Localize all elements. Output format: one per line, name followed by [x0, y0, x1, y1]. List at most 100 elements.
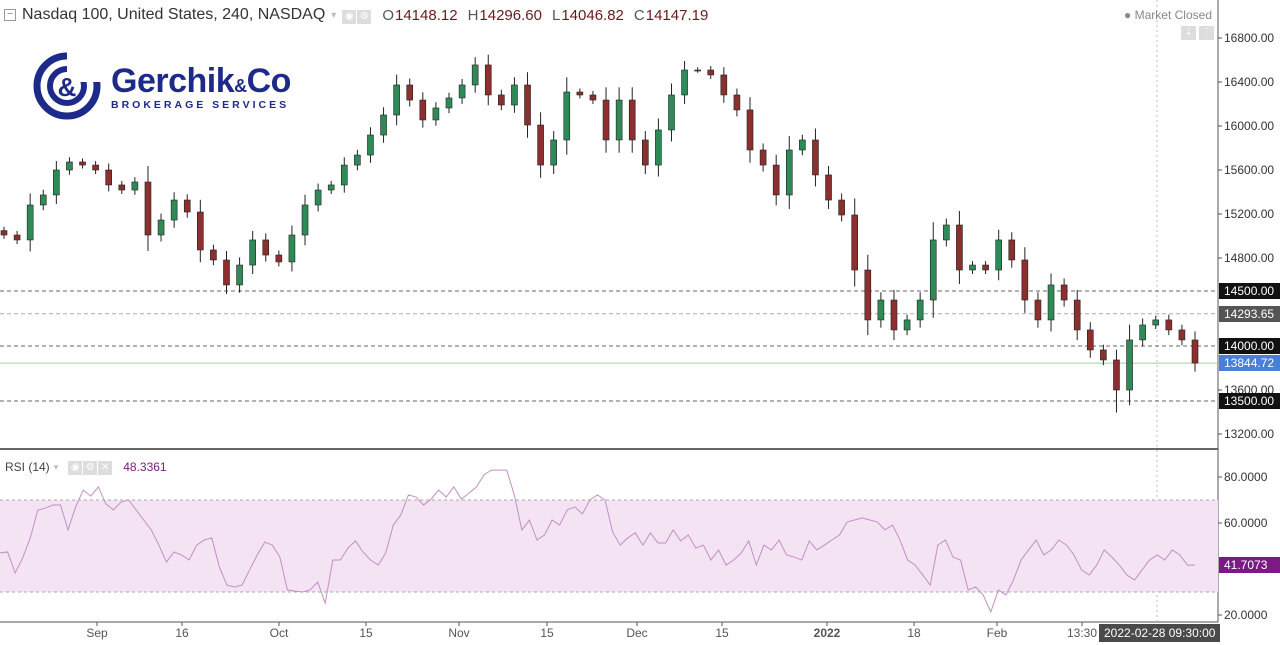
candle-up	[380, 114, 387, 136]
gear-icon[interactable]: ⚙	[83, 461, 98, 475]
candle-down	[1021, 259, 1029, 301]
rsi-line	[0, 469, 1195, 614]
candle-up	[785, 149, 793, 196]
candle-down	[183, 199, 191, 213]
candle-down	[1165, 319, 1173, 331]
ohlc-close: C14147.19	[633, 6, 709, 24]
rsi-last-value: 41.7073	[1219, 557, 1280, 574]
candle-down	[982, 264, 989, 271]
eye-icon[interactable]: ◉	[68, 461, 83, 475]
candle-up	[301, 204, 309, 236]
candle-down	[746, 109, 754, 151]
candle-up	[668, 94, 675, 131]
candle-down	[759, 149, 767, 166]
candle-up	[550, 139, 557, 166]
candle-up	[157, 219, 165, 236]
dropdown-icon[interactable]: ▾	[331, 9, 337, 21]
time-label: Oct	[269, 626, 289, 640]
candle-up	[471, 64, 479, 86]
candle-up	[432, 107, 440, 121]
candle-down	[1073, 299, 1081, 331]
candle-up	[170, 199, 178, 221]
candle-down	[1060, 284, 1068, 301]
candle-down	[956, 224, 963, 271]
time-label: Feb	[986, 626, 1008, 640]
price-level-label: 13500.00	[1219, 393, 1280, 409]
candle-down	[812, 139, 819, 176]
symbol-title[interactable]: Nasdaq 100, United States, 240, NASDAQ	[22, 6, 326, 23]
candle-up	[288, 234, 296, 263]
rsi-header: RSI (14) ▾ ◉ ⚙ ✕ 48.3361	[5, 459, 167, 475]
ohlc-high: H14296.60	[467, 6, 542, 24]
candle-down	[223, 259, 230, 286]
symbol-header: − Nasdaq 100, United States, 240, NASDAQ…	[4, 6, 708, 24]
candle-up	[903, 319, 911, 331]
candle-down	[406, 84, 414, 101]
candle-up	[367, 134, 374, 156]
rsi-hover-value: 48.3361	[123, 460, 167, 474]
candle-down	[851, 214, 859, 271]
candle-down	[576, 91, 584, 96]
candle-up	[681, 69, 688, 96]
time-label: 15	[359, 626, 373, 640]
price-level-label: 14000.00	[1219, 338, 1280, 354]
eye-icon[interactable]: ◉	[342, 10, 357, 24]
candle-up	[655, 129, 662, 166]
candle-up	[615, 99, 623, 141]
candle-up	[131, 181, 139, 191]
candle-down	[707, 69, 715, 76]
candle-down	[419, 99, 427, 121]
rsi-title[interactable]: RSI (14)	[5, 460, 50, 474]
gear-icon[interactable]: ⚙	[357, 10, 372, 24]
candle-up	[511, 84, 518, 106]
candle-down	[92, 164, 99, 171]
candle-down	[1178, 329, 1186, 341]
rsi-tick-label: 80.0000	[1224, 470, 1268, 484]
candle-down	[890, 299, 898, 331]
ohlc-open: O14148.12	[382, 6, 458, 24]
rsi-tick-label: 60.0000	[1224, 516, 1268, 530]
candle-up	[969, 264, 976, 271]
crosshair-date: 2022-02-28 09:30:00	[1099, 624, 1221, 642]
candle-up	[445, 97, 453, 109]
candle-down	[118, 184, 126, 191]
dropdown-icon[interactable]: ▾	[53, 461, 59, 472]
candle-up	[340, 164, 348, 186]
candle-up	[563, 91, 571, 141]
candle-up	[916, 299, 924, 321]
market-status: ● Market Closed	[1124, 8, 1212, 22]
candle-down	[498, 94, 505, 106]
candle-down	[105, 169, 113, 186]
candle-up	[26, 204, 34, 241]
candle-up	[1152, 319, 1160, 326]
candle-down	[1100, 349, 1107, 361]
time-label: 15	[540, 626, 554, 640]
arrow-down-icon[interactable]: ⇣	[1181, 26, 1196, 40]
candle-up	[1047, 284, 1055, 321]
close-icon[interactable]: ✕	[98, 461, 113, 475]
time-label: 2022	[813, 626, 841, 640]
candle-up	[354, 154, 361, 166]
gerchik-logo: & Gerchik&Co BROKERAGE SERVICES	[33, 52, 291, 120]
rsi-tick-label: 20.0000	[1224, 608, 1268, 622]
candle-down	[589, 94, 597, 101]
collapse-icon[interactable]: −	[4, 9, 16, 21]
candle-up	[694, 69, 701, 72]
candle-down	[1034, 299, 1042, 321]
time-label: 18	[907, 626, 921, 640]
candle-down	[825, 174, 832, 201]
candle-down	[524, 84, 531, 126]
candle-down	[13, 234, 21, 241]
candle-down	[772, 164, 780, 196]
logo-mark-icon: &	[33, 52, 101, 120]
candle-up	[943, 224, 950, 241]
time-label: Nov	[448, 626, 470, 640]
time-label: 16	[175, 626, 189, 640]
candle-down	[275, 254, 283, 263]
candle-up	[799, 139, 806, 151]
candle-up	[236, 264, 243, 286]
more-icon[interactable]: ⋮	[1199, 26, 1214, 40]
candle-up	[249, 239, 256, 266]
candle-down	[79, 161, 86, 166]
